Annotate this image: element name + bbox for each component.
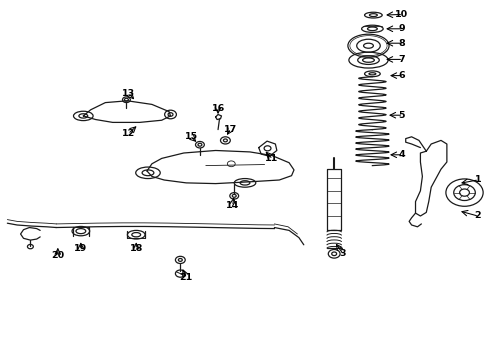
Text: 9: 9 <box>398 24 405 33</box>
Text: 3: 3 <box>340 249 346 258</box>
Text: 14: 14 <box>226 201 240 210</box>
Text: 12: 12 <box>122 129 136 138</box>
Text: 21: 21 <box>179 273 193 282</box>
Text: 2: 2 <box>474 211 481 220</box>
Text: 10: 10 <box>395 10 408 19</box>
Text: 19: 19 <box>74 244 88 253</box>
Text: 4: 4 <box>398 150 405 159</box>
Text: 15: 15 <box>185 132 197 141</box>
Text: 6: 6 <box>398 71 405 80</box>
Text: 18: 18 <box>129 244 143 253</box>
Text: 20: 20 <box>51 251 64 260</box>
Text: 11: 11 <box>265 154 279 163</box>
Text: 1: 1 <box>474 175 481 184</box>
Text: 8: 8 <box>398 39 405 48</box>
Text: 7: 7 <box>398 55 405 64</box>
Text: 5: 5 <box>398 111 405 120</box>
Text: 13: 13 <box>122 89 135 98</box>
Text: 17: 17 <box>223 125 237 134</box>
Text: 16: 16 <box>211 104 225 112</box>
